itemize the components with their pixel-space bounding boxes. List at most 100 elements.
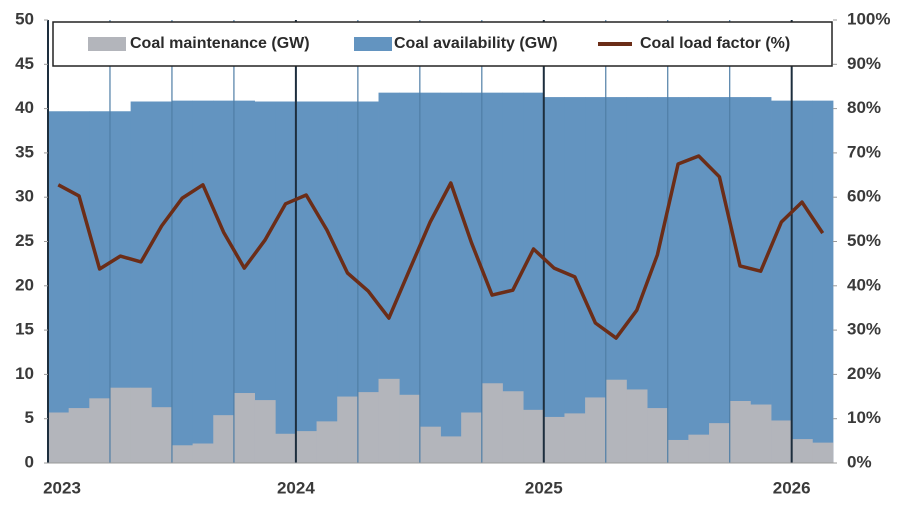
y-tick-label: 0 bbox=[25, 452, 34, 471]
step-bar bbox=[709, 97, 731, 463]
x-tick-label: 2024 bbox=[277, 478, 315, 497]
step-bar bbox=[812, 442, 834, 463]
step-bar bbox=[502, 92, 524, 463]
step-bar bbox=[378, 378, 400, 463]
step-bar bbox=[585, 397, 607, 463]
legend-swatch bbox=[88, 37, 126, 51]
step-bar bbox=[729, 400, 751, 463]
step-bar bbox=[275, 433, 297, 463]
legend-label: Coal load factor (%) bbox=[640, 35, 790, 52]
step-bar bbox=[89, 398, 111, 463]
step-bar bbox=[213, 100, 235, 463]
step-bar bbox=[316, 421, 338, 463]
step-bar bbox=[688, 97, 710, 463]
step-bar bbox=[523, 92, 545, 463]
step-bar bbox=[709, 423, 731, 463]
step-bar bbox=[233, 100, 255, 463]
step-bar bbox=[68, 111, 90, 464]
step-bar bbox=[419, 426, 441, 463]
y2-tick-label: 100% bbox=[847, 9, 890, 28]
step-bar bbox=[461, 92, 483, 463]
step-bar bbox=[626, 389, 648, 463]
step-bar bbox=[151, 407, 173, 463]
step-bar bbox=[316, 101, 338, 464]
y2-tick-label: 10% bbox=[847, 408, 881, 427]
step-bar bbox=[812, 100, 834, 463]
step-bar bbox=[68, 408, 90, 463]
y-tick-label: 40 bbox=[15, 98, 34, 117]
step-bar bbox=[647, 408, 669, 463]
step-bar bbox=[89, 111, 111, 464]
step-bar bbox=[791, 100, 813, 463]
y2-tick-label: 90% bbox=[847, 54, 881, 73]
step-bar bbox=[254, 101, 276, 464]
step-bar bbox=[771, 100, 793, 463]
y2-tick-label: 40% bbox=[847, 275, 881, 294]
step-bar bbox=[481, 383, 503, 463]
step-bar bbox=[502, 391, 524, 463]
step-bar bbox=[729, 97, 751, 463]
step-bar bbox=[667, 97, 689, 463]
step-bar bbox=[750, 97, 772, 463]
step-bar bbox=[419, 92, 441, 463]
step-bar bbox=[337, 396, 359, 463]
step-bar bbox=[564, 413, 586, 463]
step-bar bbox=[605, 379, 627, 463]
y-tick-label: 10 bbox=[15, 364, 34, 383]
y2-tick-label: 0% bbox=[847, 452, 872, 471]
step-bar bbox=[667, 439, 689, 463]
step-bar bbox=[378, 92, 400, 463]
step-bar bbox=[151, 101, 173, 464]
step-bar bbox=[688, 434, 710, 463]
y-tick-label: 15 bbox=[15, 320, 34, 339]
step-bar bbox=[543, 97, 565, 463]
step-bar bbox=[275, 101, 297, 464]
step-bar bbox=[585, 97, 607, 463]
step-bar bbox=[399, 92, 421, 463]
step-bar bbox=[440, 92, 462, 463]
step-bar bbox=[605, 97, 627, 463]
step-bar bbox=[357, 101, 379, 464]
step-bar bbox=[48, 412, 70, 463]
x-tick-label: 2023 bbox=[43, 478, 81, 497]
step-bar bbox=[647, 97, 669, 463]
y-tick-label: 30 bbox=[15, 187, 34, 206]
x-tick-label: 2026 bbox=[773, 478, 811, 497]
y2-tick-label: 20% bbox=[847, 364, 881, 383]
step-bar bbox=[254, 400, 276, 463]
step-bar bbox=[130, 101, 152, 464]
step-bar bbox=[523, 409, 545, 463]
step-bar bbox=[399, 394, 421, 463]
step-bar bbox=[750, 404, 772, 463]
step-bar bbox=[295, 431, 317, 463]
y2-tick-label: 60% bbox=[847, 187, 881, 206]
step-bar bbox=[461, 412, 483, 463]
step-bar bbox=[481, 92, 503, 463]
step-bar bbox=[771, 420, 793, 463]
step-bar bbox=[337, 101, 359, 464]
y-tick-label: 25 bbox=[15, 231, 34, 250]
legend-swatch bbox=[354, 37, 392, 51]
step-bar bbox=[791, 439, 813, 463]
step-bar bbox=[130, 387, 152, 463]
step-bar bbox=[171, 100, 194, 463]
y-tick-label: 20 bbox=[15, 275, 34, 294]
y2-tick-label: 50% bbox=[847, 231, 881, 250]
line-series bbox=[57, 154, 825, 340]
step-bar bbox=[543, 416, 565, 463]
legend-box bbox=[52, 21, 833, 67]
step-bar bbox=[109, 387, 132, 463]
y-tick-label: 50 bbox=[15, 9, 34, 28]
step-bar bbox=[192, 443, 214, 463]
step-bar bbox=[233, 393, 255, 463]
step-bar bbox=[295, 101, 317, 464]
legend-label: Coal maintenance (GW) bbox=[130, 35, 310, 52]
y2-tick-label: 30% bbox=[847, 320, 881, 339]
step-bar bbox=[192, 100, 214, 463]
step-bar bbox=[171, 445, 194, 463]
y2-tick-label: 80% bbox=[847, 98, 881, 117]
y-tick-label: 5 bbox=[25, 408, 34, 427]
step-bar bbox=[109, 111, 132, 464]
